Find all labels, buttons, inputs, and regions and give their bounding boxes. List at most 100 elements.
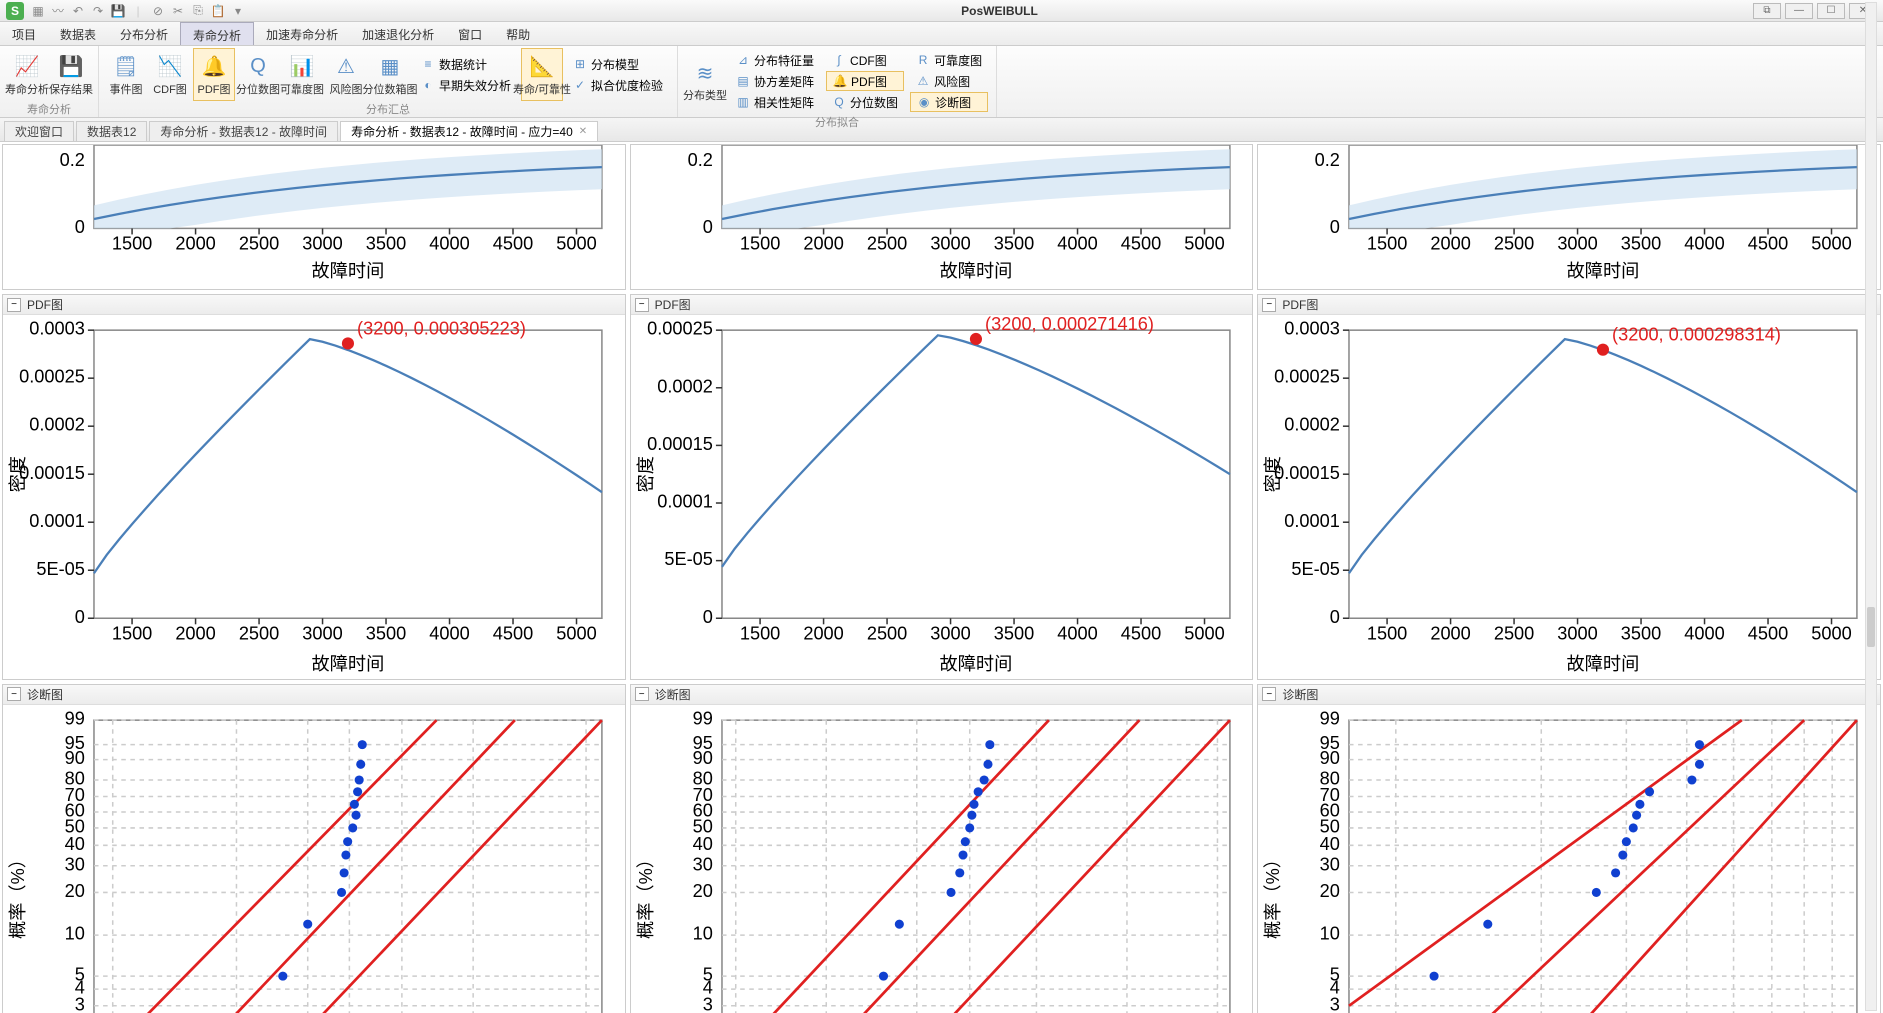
svg-text:故障时间: 故障时间 — [939, 654, 1012, 674]
menu-item-3[interactable]: 寿命分析 — [180, 22, 254, 45]
协方差矩阵-icon: ▤ — [736, 74, 750, 88]
svg-text:故障时间: 故障时间 — [312, 261, 385, 281]
menu-item-1[interactable]: 数据表 — [48, 22, 108, 45]
doc-tab-1[interactable]: 数据表12 — [76, 121, 147, 141]
svg-text:4000: 4000 — [1685, 234, 1725, 254]
svg-text:0.0001: 0.0001 — [1285, 511, 1341, 531]
svg-text:5000: 5000 — [556, 624, 596, 644]
ribbon-btn-可靠度图[interactable]: 📊 可靠度图 — [281, 48, 323, 101]
svg-text:3000: 3000 — [302, 624, 342, 644]
ribbon-btn-保存结果[interactable]: 💾 保存结果 — [50, 48, 92, 101]
restore-down-icon[interactable]: ⧉ — [1753, 3, 1781, 19]
svg-text:40: 40 — [692, 834, 712, 854]
doc-tab-3[interactable]: 寿命分析 - 数据表12 - 故障时间 - 应力=40✕ — [340, 121, 598, 141]
svg-text:3500: 3500 — [1621, 234, 1661, 254]
menu-item-0[interactable]: 项目 — [0, 22, 48, 45]
CDF图-icon: 📉 — [156, 53, 184, 81]
collapse-icon[interactable]: − — [1262, 687, 1276, 701]
svg-text:0.2: 0.2 — [1315, 150, 1340, 170]
tab-close-icon[interactable]: ✕ — [579, 126, 587, 137]
svg-text:10: 10 — [1320, 924, 1340, 944]
ribbon-btn-PDF图[interactable]: 🔔 PDF图 — [193, 48, 235, 101]
qa-cut-icon[interactable]: ✂ — [170, 3, 186, 19]
qa-dropdown-icon[interactable]: ▾ — [230, 3, 246, 19]
menu-item-5[interactable]: 加速退化分析 — [350, 22, 446, 45]
svg-text:10: 10 — [65, 924, 85, 944]
ribbon-sbtn-早期失效分析[interactable]: ◐早期失效分析 — [415, 75, 517, 95]
ribbon-sbtn-数据统计[interactable]: ≡数据统计 — [415, 54, 517, 74]
ribbon-btn-寿命/可靠性[interactable]: 📐 寿命/可靠性 — [521, 48, 563, 101]
qa-save-icon[interactable]: 💾 — [110, 3, 126, 19]
minimize-icon[interactable]: — — [1785, 3, 1813, 19]
相关性矩阵-icon: ▥ — [736, 95, 750, 109]
ribbon-btn-事件图[interactable]: 🗒 事件图 — [105, 48, 147, 101]
ribbon-btn-分布类型[interactable]: ≋ 分布类型 — [684, 48, 726, 114]
保存结果-icon: 💾 — [57, 53, 85, 81]
ribbon-btn-分位数箱图[interactable]: ▦ 分位数箱图 — [369, 48, 411, 101]
svg-text:40: 40 — [1320, 834, 1340, 854]
collapse-icon[interactable]: − — [7, 298, 21, 312]
maximize-icon[interactable]: ☐ — [1817, 3, 1845, 19]
svg-text:0.00015: 0.00015 — [647, 434, 713, 454]
ribbon-btn-分位数图[interactable]: Q 分位数图 — [237, 48, 279, 101]
vertical-scrollbar[interactable] — [1865, 142, 1877, 1011]
doc-tab-2[interactable]: 寿命分析 - 数据表12 - 故障时间 — [149, 121, 338, 141]
menu-item-6[interactable]: 窗口 — [446, 22, 494, 45]
svg-text:3500: 3500 — [1621, 624, 1661, 644]
menu-item-2[interactable]: 分布分析 — [108, 22, 180, 45]
分位数图-icon: Q — [832, 95, 846, 109]
svg-text:(3200, 0.000271416): (3200, 0.000271416) — [985, 315, 1154, 334]
ribbon-sbtn-协方差矩阵[interactable]: ▤协方差矩阵 — [730, 71, 820, 91]
menu-item-4[interactable]: 加速寿命分析 — [254, 22, 350, 45]
svg-text:5000: 5000 — [1184, 234, 1224, 254]
svg-text:4000: 4000 — [429, 624, 469, 644]
ribbon: 📈 寿命分析 💾 保存结果寿命分析 🗒 事件图 📉 CDF图 🔔 PDF图 Q … — [0, 46, 1883, 118]
collapse-icon[interactable]: − — [635, 687, 649, 701]
svg-text:5000: 5000 — [1812, 624, 1852, 644]
qa-chart-icon[interactable]: 〰 — [50, 3, 66, 19]
svg-text:3500: 3500 — [993, 624, 1033, 644]
doc-tab-0[interactable]: 欢迎窗口 — [4, 121, 74, 141]
qa-paste-icon[interactable]: 📋 — [210, 3, 226, 19]
svg-text:0: 0 — [702, 607, 712, 627]
ribbon-sbtn-诊断图[interactable]: ◉诊断图 — [910, 92, 988, 112]
qa-undo-icon[interactable]: ↶ — [70, 3, 86, 19]
ribbon-btn-寿命分析[interactable]: 📈 寿命分析 — [6, 48, 48, 101]
collapse-icon[interactable]: − — [635, 298, 649, 312]
collapse-icon[interactable]: − — [1262, 298, 1276, 312]
ribbon-sbtn-风险图[interactable]: ⚠风险图 — [910, 71, 988, 91]
svg-text:4000: 4000 — [1057, 234, 1097, 254]
ribbon-btn-风险图[interactable]: ⚠ 风险图 — [325, 48, 367, 101]
ribbon-sbtn-分布模型[interactable]: ⊞分布模型 — [567, 54, 669, 74]
ribbon-sbtn-相关性矩阵[interactable]: ▥相关性矩阵 — [730, 92, 820, 112]
svg-text:概率（%）: 概率（%） — [8, 850, 28, 939]
ribbon-sbtn-拟合优度检验[interactable]: ✓拟合优度检验 — [567, 75, 669, 95]
ribbon-sbtn-分布特征量[interactable]: ⊿分布特征量 — [730, 50, 820, 70]
collapse-icon[interactable]: − — [7, 687, 21, 701]
ribbon-sbtn-分位数图[interactable]: Q分位数图 — [826, 92, 904, 112]
svg-text:1500: 1500 — [740, 624, 780, 644]
svg-text:0.0003: 0.0003 — [1285, 319, 1341, 339]
svg-text:故障时间: 故障时间 — [939, 261, 1012, 281]
svg-text:0.0001: 0.0001 — [657, 492, 713, 512]
svg-text:1500: 1500 — [1367, 234, 1407, 254]
svg-text:3000: 3000 — [1558, 234, 1598, 254]
可靠度图-icon: 📊 — [288, 53, 316, 81]
svg-text:80: 80 — [692, 768, 712, 788]
ribbon-btn-CDF图[interactable]: 📉 CDF图 — [149, 48, 191, 101]
诊断图-icon: ◉ — [917, 95, 931, 109]
qa-copy-icon[interactable]: ⎘ — [190, 3, 206, 19]
qa-redo-icon[interactable]: ↷ — [90, 3, 106, 19]
ribbon-sbtn-PDF图[interactable]: 🔔PDF图 — [826, 71, 904, 91]
svg-text:3000: 3000 — [302, 234, 342, 254]
svg-text:4500: 4500 — [1748, 234, 1788, 254]
diag-chart-1: −诊断图123451020304050607080909599500100020… — [630, 684, 1254, 1013]
qa-delete-icon[interactable]: ⊘ — [150, 3, 166, 19]
ribbon-sbtn-CDF图[interactable]: ∫CDF图 — [826, 50, 904, 70]
qa-pivot-icon[interactable]: ▦ — [30, 3, 46, 19]
ribbon-sbtn-可靠度图[interactable]: R可靠度图 — [910, 50, 988, 70]
拟合优度检验-icon: ✓ — [573, 78, 587, 92]
menu-item-7[interactable]: 帮助 — [494, 22, 542, 45]
风险图-icon: ⚠ — [332, 53, 360, 81]
svg-text:2500: 2500 — [239, 624, 279, 644]
